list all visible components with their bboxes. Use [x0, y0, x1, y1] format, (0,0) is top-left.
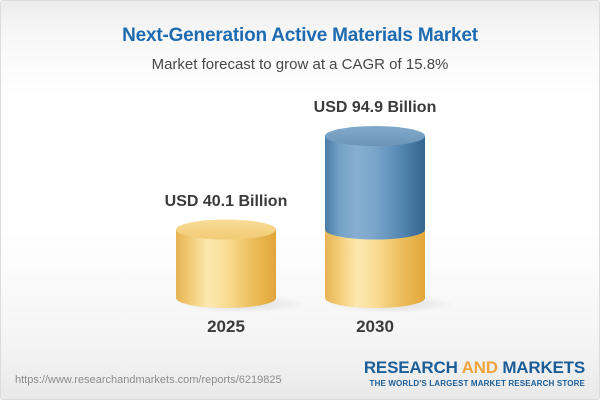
page-subtitle: Market forecast to grow at a CAGR of 15.… — [151, 56, 449, 73]
logo-word-markets: MARKETS — [502, 358, 585, 377]
report-url-link[interactable]: https://www.researchandmarkets.com/repor… — [15, 374, 282, 386]
bar-value-label: USD 94.9 Billion — [313, 99, 437, 116]
research-and-markets-logo: RESEARCH AND MARKETS THE WORLD'S LARGEST… — [364, 359, 585, 388]
logo-word-and: AND — [461, 358, 498, 377]
logo-wordmark: RESEARCH AND MARKETS — [364, 359, 585, 376]
logo-tagline: THE WORLD'S LARGEST MARKET RESEARCH STOR… — [369, 379, 585, 388]
cylinder-bar-2030 — [325, 126, 425, 308]
bar-category-label: 2030 — [356, 317, 394, 336]
bar-value-label: USD 40.1 Billion — [164, 192, 288, 210]
bar-category-label: 2025 — [207, 317, 245, 336]
page-title: Next-Generation Active Materials Market — [122, 25, 478, 46]
logo-word-research: RESEARCH — [363, 358, 458, 377]
cylinder-bar-2025 — [176, 219, 276, 308]
